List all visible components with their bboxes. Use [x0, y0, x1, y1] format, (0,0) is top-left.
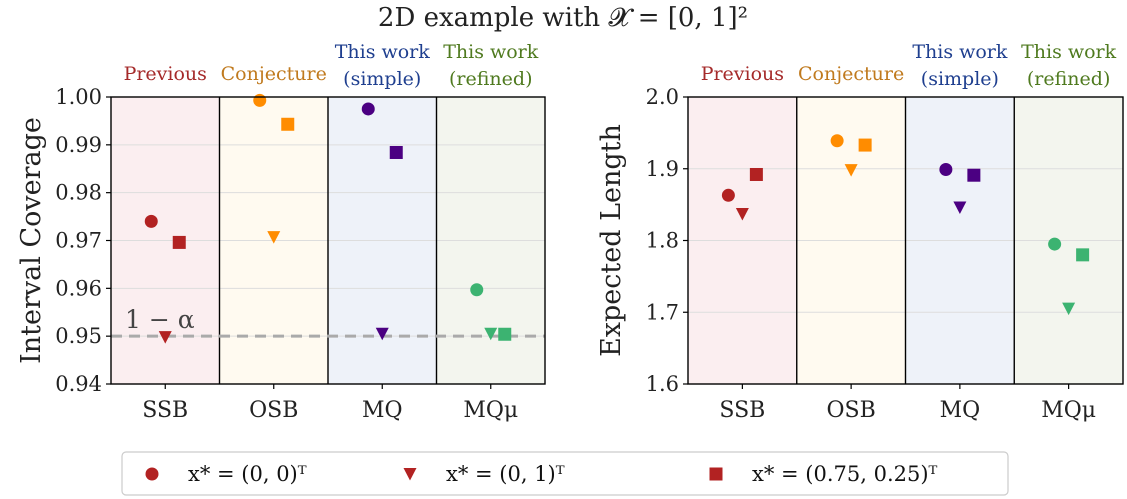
method-group-label: (refined) — [1027, 68, 1110, 90]
y-tick-label: 1.9 — [646, 157, 679, 181]
coverage-panel: 1 − α 0.94 0.95 0.96 0.97 0.98 0.99 1.00 SSB OSB M… — [16, 41, 546, 423]
data-point — [267, 231, 281, 244]
method-group-label: Conjecture — [221, 63, 327, 85]
y-tick-label: 0.97 — [55, 229, 102, 253]
legend-label: x* = (0, 1)ᵀ — [446, 462, 565, 486]
method-group-label: Conjecture — [798, 63, 904, 85]
legend-box — [121, 451, 1009, 496]
data-point — [484, 327, 498, 341]
y-axis-title: Interval Coverage — [16, 117, 47, 364]
x-tick-label: MQμ — [1041, 398, 1096, 423]
method-group-label: (simple) — [343, 68, 421, 90]
x-tick-label: OSB — [826, 398, 875, 423]
legend: x* = (0, 0)ᵀ x* = (0, 1)ᵀ x* = (0.75, 0.25… — [121, 451, 1009, 496]
method-group-label: This work — [335, 41, 431, 63]
legend-marker — [709, 467, 723, 481]
data-point — [939, 162, 953, 176]
y-tick-label: 0.96 — [55, 276, 102, 300]
data-point — [1062, 302, 1076, 316]
y-tick-label: 1.6 — [646, 372, 679, 396]
method-group-label: Previous — [701, 63, 784, 85]
y-tick-label: 1.7 — [646, 300, 679, 324]
legend-label: x* = (0, 0)ᵀ — [188, 462, 307, 486]
method-group-label: (refined) — [449, 68, 532, 90]
reference-line-label: 1 − α — [125, 305, 195, 334]
y-tick-label: 2.0 — [646, 85, 679, 109]
data-point — [498, 327, 512, 341]
data-point — [375, 327, 389, 341]
data-point — [830, 134, 844, 148]
data-point — [253, 93, 267, 107]
length-panel: 1.6 1.7 1.8 1.9 2.0 SSB OSB MQ MQμ Expected Lengt… — [596, 41, 1124, 423]
x-tick-label: MQμ — [463, 398, 518, 423]
x-tick-label: SSB — [719, 398, 765, 423]
data-point — [721, 188, 735, 202]
legend-label: x* = (0.75, 0.25)ᵀ — [752, 462, 938, 486]
y-tick-label: 0.99 — [55, 133, 102, 157]
data-point — [1076, 248, 1090, 262]
method-group-label: This work — [912, 41, 1008, 63]
x-tick-label: MQ — [362, 398, 403, 423]
figure-title: 2D example with 𝓧 = [0, 1]² — [378, 3, 748, 33]
data-point — [158, 331, 172, 344]
data-point — [749, 167, 763, 181]
data-point — [858, 138, 872, 152]
x-tick-label: SSB — [142, 398, 188, 423]
y-tick-label: 1.00 — [55, 85, 102, 109]
x-tick-label: OSB — [249, 398, 298, 423]
method-group-label: Previous — [124, 63, 207, 85]
data-point — [361, 102, 375, 116]
y-tick-label: 0.94 — [55, 372, 102, 396]
data-point — [389, 145, 403, 159]
y-tick-label: 1.8 — [646, 229, 679, 253]
legend-marker — [145, 467, 159, 481]
method-group-label: This work — [1021, 41, 1117, 63]
data-point — [470, 283, 484, 297]
data-point — [844, 164, 858, 177]
method-group-label: (simple) — [921, 68, 999, 90]
data-point — [1048, 237, 1062, 251]
y-axis-title: Expected Length — [596, 124, 627, 357]
y-tick-label: 0.98 — [55, 181, 102, 205]
data-point — [144, 214, 158, 228]
data-point — [281, 117, 295, 131]
legend-marker — [403, 468, 417, 481]
data-point — [735, 207, 749, 221]
data-point — [172, 235, 186, 249]
method-group-label: This work — [443, 41, 539, 63]
data-point — [953, 201, 967, 214]
data-point — [967, 168, 981, 182]
x-tick-label: MQ — [940, 398, 981, 423]
y-tick-label: 0.95 — [55, 324, 102, 348]
